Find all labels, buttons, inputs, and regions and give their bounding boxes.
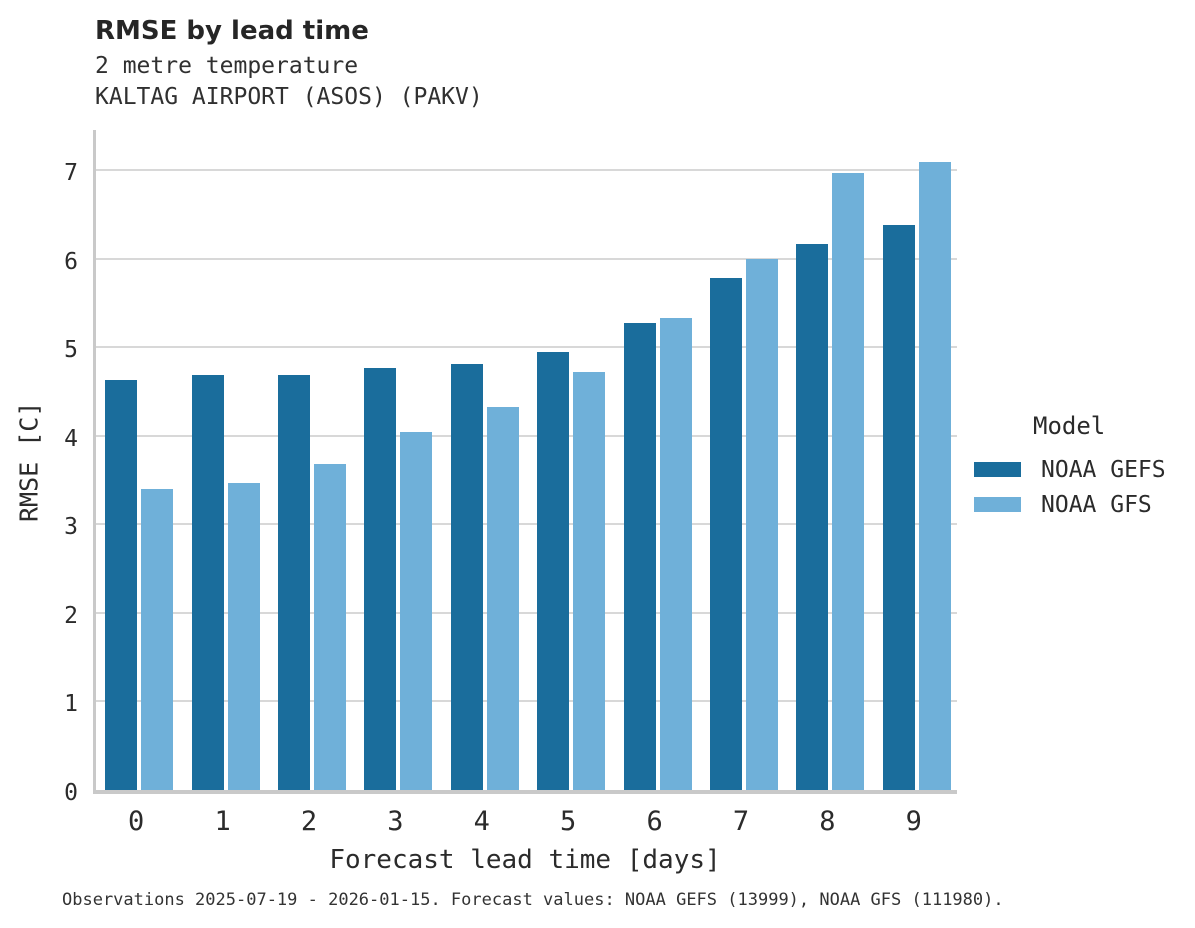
y-tick-label-0: 0 xyxy=(64,780,78,806)
bar-noaa-gefs-lead-1 xyxy=(191,374,224,790)
x-tick-label-4: 4 xyxy=(473,806,490,837)
plot-area xyxy=(93,130,957,794)
chart-subtitle-station: KALTAG AIRPORT (ASOS) (PAKV) xyxy=(95,84,483,110)
y-tick-label-7: 7 xyxy=(64,160,78,187)
bar-noaa-gfs-lead-7 xyxy=(746,258,778,790)
bar-noaa-gefs-lead-9 xyxy=(882,225,915,790)
bar-noaa-gefs-lead-3 xyxy=(364,367,397,790)
chart-subtitle-variable: 2 metre temperature xyxy=(95,53,359,79)
x-tick-label-5: 5 xyxy=(560,806,577,837)
x-tick-label-8: 8 xyxy=(819,806,836,837)
legend-label-noaa-gfs: NOAA GFS xyxy=(1041,491,1152,518)
gridline-y-7 xyxy=(96,169,957,172)
bar-noaa-gfs-lead-1 xyxy=(227,482,260,790)
gridline-y-6 xyxy=(96,257,957,260)
y-tick-label-3: 3 xyxy=(64,514,78,541)
bar-noaa-gefs-lead-0 xyxy=(105,380,138,790)
bar-noaa-gefs-lead-6 xyxy=(623,323,656,790)
bar-noaa-gefs-lead-4 xyxy=(450,364,483,790)
bar-noaa-gfs-lead-2 xyxy=(314,464,346,790)
chart-title: RMSE by lead time xyxy=(95,16,369,46)
legend-swatch-noaa-gfs xyxy=(974,497,1021,512)
x-tick-label-1: 1 xyxy=(214,806,231,837)
y-tick-label-5: 5 xyxy=(64,337,78,364)
bar-noaa-gefs-lead-2 xyxy=(278,374,310,790)
x-tick-label-0: 0 xyxy=(128,806,145,837)
gridline-y-1 xyxy=(96,700,957,703)
legend-item-noaa-gfs: NOAA GFS xyxy=(963,487,1193,522)
bar-noaa-gfs-lead-8 xyxy=(832,172,865,790)
y-tick-label-4: 4 xyxy=(64,425,78,452)
bar-noaa-gfs-lead-3 xyxy=(400,432,433,790)
legend-title: Model xyxy=(1033,412,1106,440)
bar-noaa-gfs-lead-6 xyxy=(659,318,692,790)
bar-noaa-gefs-lead-7 xyxy=(710,278,742,790)
gridline-y-3 xyxy=(96,523,957,526)
legend-swatch-noaa-gefs xyxy=(974,462,1021,477)
legend-item-noaa-gefs: NOAA GEFS xyxy=(963,452,1193,487)
bar-noaa-gfs-lead-0 xyxy=(141,489,174,790)
gridline-y-2 xyxy=(96,611,957,614)
x-tick-label-2: 2 xyxy=(300,806,318,837)
bar-noaa-gfs-lead-9 xyxy=(918,162,951,790)
bar-noaa-gefs-lead-8 xyxy=(796,243,829,790)
x-axis-title: Forecast lead time [days] xyxy=(329,845,721,875)
x-tick-label-7: 7 xyxy=(732,806,750,837)
legend-label-noaa-gefs: NOAA GEFS xyxy=(1041,456,1166,483)
x-tick-label-3: 3 xyxy=(387,806,404,837)
x-tick-label-9: 9 xyxy=(905,806,922,837)
y-tick-label-6: 6 xyxy=(64,248,78,275)
gridline-y-5 xyxy=(96,346,957,349)
y-tick-label-1: 1 xyxy=(64,691,78,718)
gridline-y-4 xyxy=(96,434,957,437)
footer-note: Observations 2025-07-19 - 2026-01-15. Fo… xyxy=(62,890,1004,910)
bar-noaa-gfs-lead-5 xyxy=(573,372,606,790)
bar-noaa-gfs-lead-4 xyxy=(486,406,519,790)
bar-noaa-gefs-lead-5 xyxy=(537,351,570,790)
y-tick-label-2: 2 xyxy=(64,602,78,629)
x-tick-label-6: 6 xyxy=(646,806,663,837)
legend: Model NOAA GEFS NOAA GFS xyxy=(963,412,1193,522)
